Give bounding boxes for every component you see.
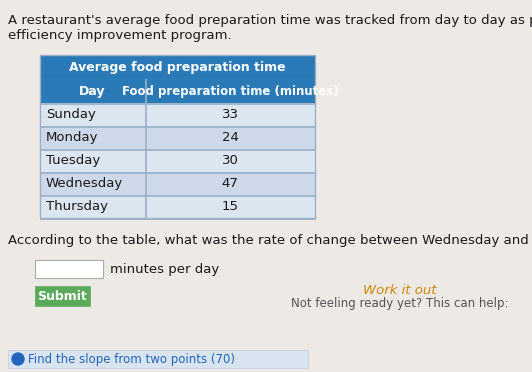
Text: efficiency improvement program.: efficiency improvement program. [8,29,231,42]
Text: 24: 24 [221,131,238,144]
Bar [8,350,308,368]
Bar [145,79,146,103]
Bar [40,55,315,218]
Text: A restaurant's average food preparation time was tracked from day to day as part: A restaurant's average food preparation … [8,14,532,27]
Text: Sunday: Sunday [46,108,96,121]
Bar [40,195,315,196]
Bar [145,126,146,149]
Bar [40,172,315,173]
Text: Not feeling ready yet? This can help:: Not feeling ready yet? This can help: [291,298,509,311]
Bar [40,103,315,104]
Text: Work it out: Work it out [363,283,437,296]
Bar [145,103,146,126]
Bar [40,126,315,127]
Bar [145,149,146,172]
Text: Average food preparation time: Average food preparation time [69,61,286,74]
Bar [40,218,315,219]
Text: Wednesday: Wednesday [46,177,123,190]
Text: Find the slope from two points (70): Find the slope from two points (70) [28,353,235,366]
Text: 47: 47 [221,177,238,190]
Text: According to the table, what was the rate of change between Wednesday and Thursd: According to the table, what was the rat… [8,234,532,247]
Bar [40,103,315,126]
Bar [40,126,315,149]
Bar [40,172,315,195]
Text: Monday: Monday [46,131,98,144]
Text: 30: 30 [221,154,238,167]
Bar [35,286,90,306]
Text: Submit: Submit [38,289,87,302]
Text: 33: 33 [221,108,238,121]
Bar [145,195,146,218]
Text: 15: 15 [221,200,238,213]
Text: Food preparation time (minutes): Food preparation time (minutes) [122,84,338,97]
Bar [40,149,315,150]
Bar [40,79,315,103]
Circle shape [12,353,24,365]
Bar [40,195,315,218]
Text: Thursday: Thursday [46,200,108,213]
Bar [40,55,315,79]
Text: Tuesday: Tuesday [46,154,100,167]
Text: Day: Day [79,84,106,97]
Text: minutes per day: minutes per day [110,263,219,276]
Bar [40,149,315,172]
Bar [145,172,146,195]
Bar [35,260,103,278]
